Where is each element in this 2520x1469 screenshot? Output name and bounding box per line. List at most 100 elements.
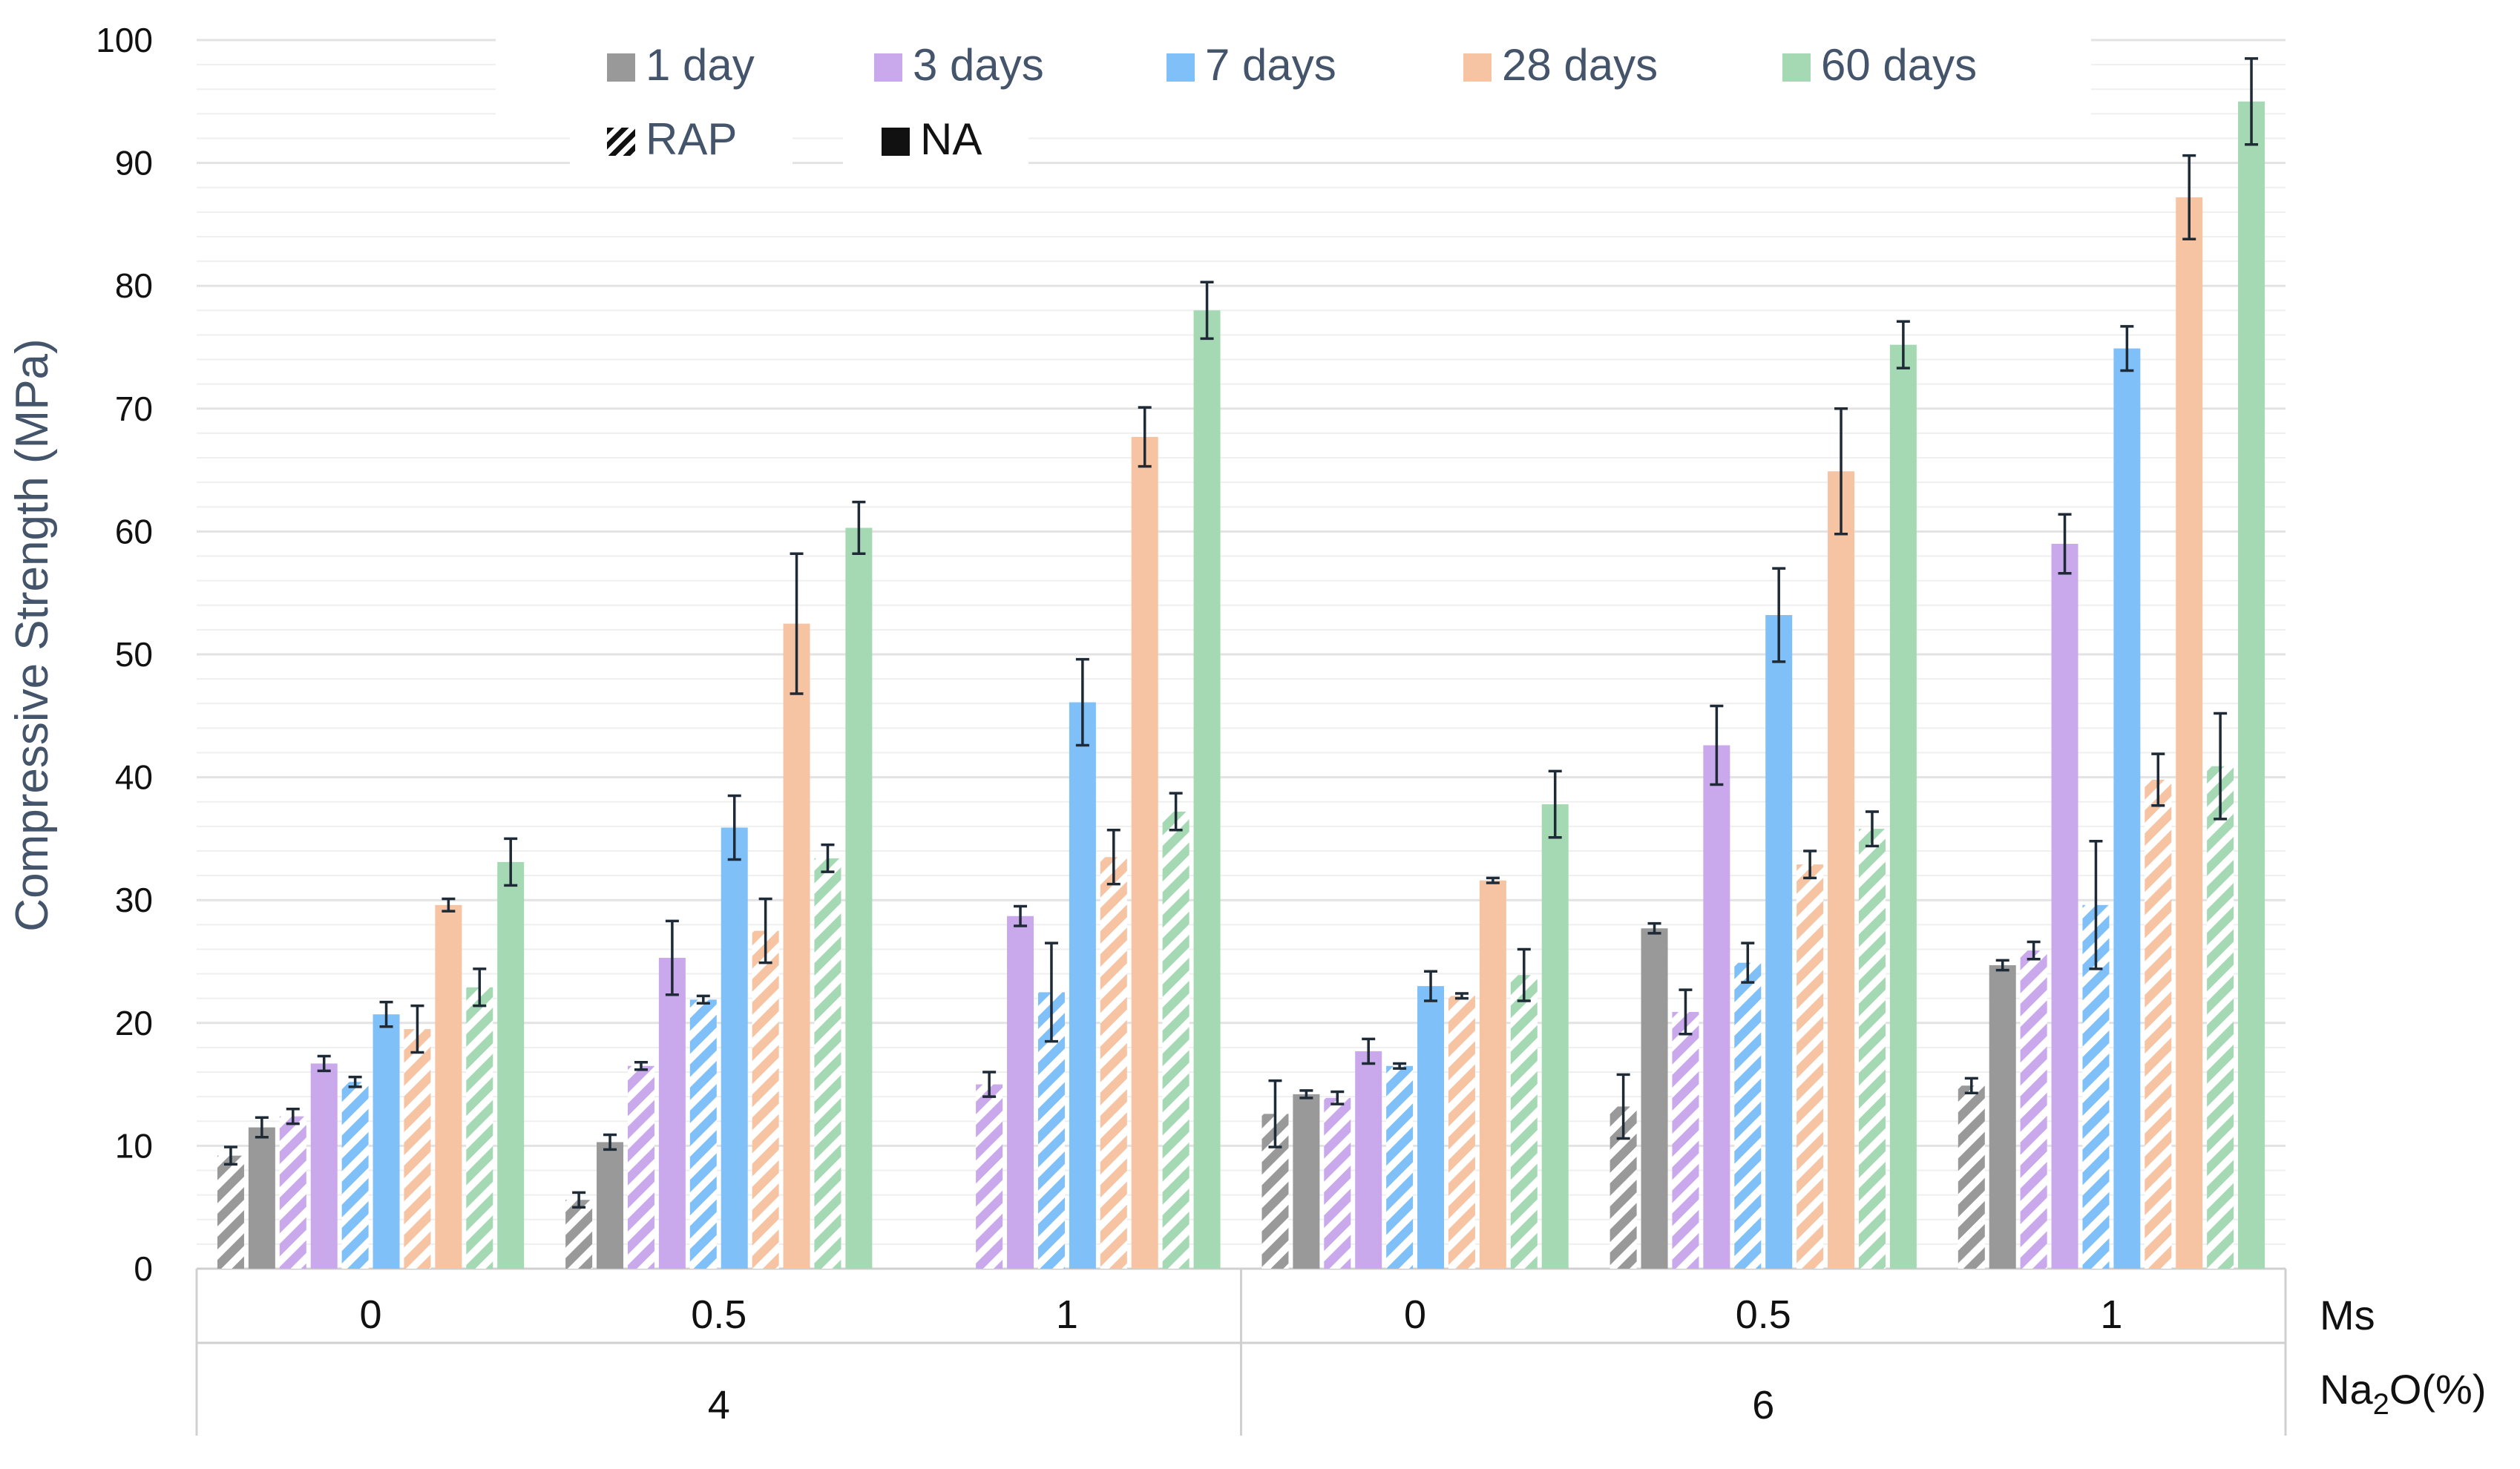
ms-tick-label: 0 <box>1404 1292 1426 1337</box>
bars <box>217 101 2265 1269</box>
error-bar-60-days-na-4 <box>1896 320 1910 369</box>
bar-7-days-na-5 <box>2113 348 2141 1269</box>
bar-28-days-na-3 <box>1479 880 1506 1269</box>
error-bar-28-days-rap-5 <box>2151 752 2165 807</box>
error-bar-7-days-rap-4 <box>1741 941 1755 984</box>
bar-3-days-rap-3 <box>1324 1097 1351 1269</box>
bar-7-days-rap-1 <box>689 999 717 1269</box>
error-bar-60-days-na-5 <box>2245 57 2259 146</box>
ms-tick-label: 0.5 <box>1736 1292 1791 1337</box>
y-tick-label: 80 <box>115 266 153 305</box>
y-tick-label: 90 <box>115 144 153 183</box>
bar-60-days-na-4 <box>1889 344 1917 1269</box>
bar-3-days-na-4 <box>1703 745 1730 1269</box>
legend-item-1-day: 1 day <box>607 40 755 90</box>
error-bar-28-days-rap-0 <box>410 1004 424 1054</box>
legend: 1 day 3 days 7 days 28 days 60 days RAP NA <box>496 33 2091 171</box>
ms-tick-label: 1 <box>1056 1292 1078 1337</box>
error-bar-28-days-rap-1 <box>758 897 772 964</box>
y-tick-label: 100 <box>96 21 153 59</box>
bar-7-days-rap-4 <box>1734 962 1762 1269</box>
error-bar-1-day-na-0 <box>255 1116 269 1139</box>
bar-3-days-rap-1 <box>627 1065 654 1269</box>
error-bars <box>223 57 2259 1209</box>
bar-60-days-na-0 <box>497 861 525 1269</box>
error-bar-3-days-na-4 <box>1710 704 1724 786</box>
bar-60-days-rap-3 <box>1510 975 1538 1269</box>
bar-60-days-rap-0 <box>466 987 493 1269</box>
bar-28-days-na-0 <box>435 904 462 1269</box>
bar-3-days-na-1 <box>658 958 686 1269</box>
bar-28-days-na-5 <box>2176 197 2203 1269</box>
error-bar-3-days-na-5 <box>2058 513 2072 575</box>
y-tick-label: 40 <box>115 758 153 797</box>
error-bar-28-days-na-0 <box>442 897 456 913</box>
error-bar-3-days-rap-0 <box>286 1107 300 1125</box>
legend-background-3 <box>843 123 1028 171</box>
bar-3-days-na-3 <box>1355 1051 1382 1269</box>
error-bar-60-days-rap-3 <box>1517 947 1531 1002</box>
error-bar-7-days-rap-1 <box>696 994 710 1005</box>
x-outer-axis-title: Na2O(%) <box>2320 1366 2487 1421</box>
error-bar-7-days-na-1 <box>727 794 741 861</box>
bar-60-days-rap-4 <box>1858 829 1886 1269</box>
bar-28-days-na-1 <box>783 623 810 1269</box>
svg-text:NA: NA <box>920 114 982 164</box>
error-bar-7-days-na-4 <box>1772 567 1786 663</box>
bar-60-days-na-5 <box>2238 101 2265 1269</box>
ms-tick-label: 1 <box>2100 1292 2122 1337</box>
legend-item-rap: RAP <box>607 114 737 164</box>
error-bar-3-days-na-3 <box>1362 1037 1376 1065</box>
error-bar-3-days-na-2 <box>1014 904 1028 927</box>
error-bar-60-days-rap-2 <box>1169 792 1183 832</box>
bar-60-days-na-3 <box>1541 804 1569 1269</box>
error-bar-1-day-rap-4 <box>1616 1073 1630 1140</box>
ms-tick-label: 0.5 <box>691 1292 747 1337</box>
error-bar-7-days-na-5 <box>2120 325 2134 372</box>
bar-28-days-rap-1 <box>752 930 779 1269</box>
error-bar-60-days-rap-1 <box>821 843 835 873</box>
bar-3-days-na-5 <box>2051 543 2078 1269</box>
error-bar-3-days-rap-2 <box>982 1071 997 1098</box>
bar-1-day-na-3 <box>1293 1094 1320 1269</box>
bar-28-days-rap-4 <box>1797 864 1824 1269</box>
error-bar-60-days-rap-5 <box>2214 712 2228 821</box>
error-bar-7-days-rap-3 <box>1393 1062 1407 1070</box>
y-axis: 0 10 20 30 40 50 60 70 80 90 100 <box>96 21 153 1288</box>
error-bar-28-days-na-5 <box>2182 154 2196 241</box>
bar-7-days-na-2 <box>1069 702 1096 1269</box>
error-bar-7-days-rap-5 <box>2089 839 2103 970</box>
error-bar-3-days-na-0 <box>317 1054 331 1073</box>
bar-7-days-na-0 <box>373 1014 400 1269</box>
bar-1-day-rap-5 <box>1958 1085 1985 1269</box>
error-bar-1-day-na-5 <box>1995 959 2009 972</box>
na2o-group-label: 4 <box>708 1383 730 1427</box>
bar-28-days-rap-5 <box>2145 779 2172 1269</box>
error-bar-3-days-rap-4 <box>1679 988 1693 1036</box>
error-bar-7-days-rap-0 <box>348 1075 362 1088</box>
error-bar-28-days-rap-3 <box>1454 992 1469 1000</box>
error-bar-1-day-rap-3 <box>1268 1079 1282 1148</box>
bar-7-days-na-4 <box>1765 615 1793 1269</box>
y-axis-title: Compressive Strength (MPa) <box>7 338 58 931</box>
svg-text:3 days: 3 days <box>913 40 1044 90</box>
error-bar-28-days-na-2 <box>1138 406 1152 468</box>
error-bar-28-days-na-4 <box>1834 407 1848 536</box>
error-bar-3-days-rap-3 <box>1330 1090 1345 1105</box>
bar-3-days-na-0 <box>310 1063 338 1269</box>
error-bar-3-days-rap-5 <box>2027 940 2041 961</box>
bar-3-days-rap-0 <box>279 1116 306 1269</box>
bar-7-days-rap-3 <box>1386 1065 1414 1269</box>
bar-7-days-na-3 <box>1417 986 1445 1269</box>
bar-28-days-rap-0 <box>404 1029 431 1269</box>
bar-60-days-rap-1 <box>814 858 841 1269</box>
y-tick-label: 60 <box>115 512 153 551</box>
svg-text:28 days: 28 days <box>1502 40 1658 90</box>
bar-60-days-rap-2 <box>1162 811 1190 1269</box>
y-tick-label: 50 <box>115 635 153 674</box>
error-bar-7-days-na-0 <box>379 1000 393 1028</box>
error-bar-7-days-na-2 <box>1075 657 1089 747</box>
error-bar-1-day-rap-1 <box>572 1191 586 1209</box>
error-bar-28-days-rap-2 <box>1106 829 1120 886</box>
bar-28-days-rap-2 <box>1100 857 1127 1269</box>
